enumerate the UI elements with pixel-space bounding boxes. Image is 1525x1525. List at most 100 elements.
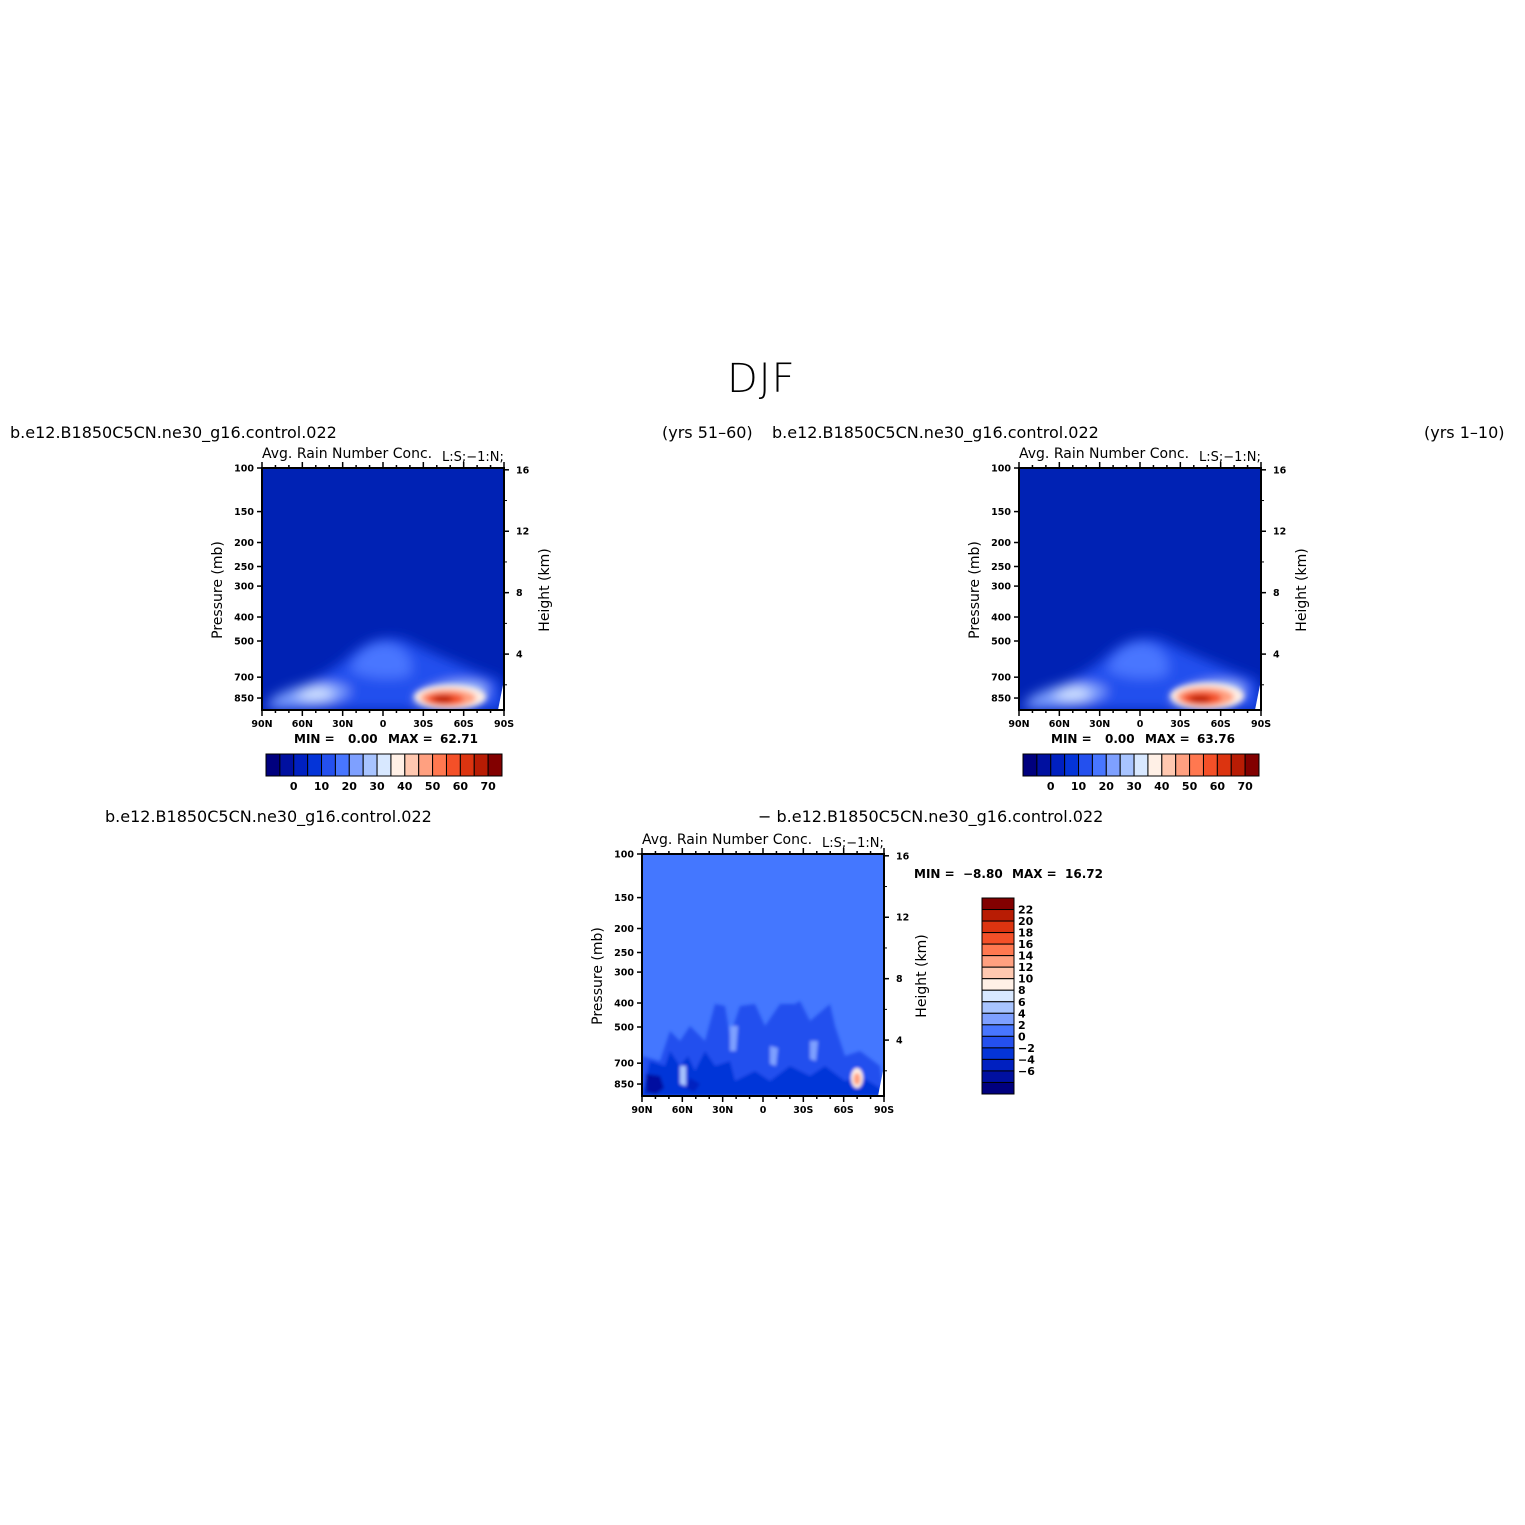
panel1-colorbar: 0 10 20 30 40 50 60 70 xyxy=(265,753,503,793)
panel2-min-label: MIN = xyxy=(1051,732,1092,746)
colorbar-swatch xyxy=(390,753,406,777)
colorbar-swatch xyxy=(1161,753,1177,777)
y-tick-label: 150 xyxy=(614,893,634,904)
colorbar-swatch xyxy=(981,989,1015,1003)
colorbar-tick-label: 10 xyxy=(1071,780,1087,793)
colorbar-swatch xyxy=(418,753,434,777)
x-tick-label: 30N xyxy=(712,1105,733,1116)
colorbar-swatch xyxy=(404,753,420,777)
y-tick-label: 300 xyxy=(614,968,634,979)
y-tick-label: 500 xyxy=(614,1023,634,1034)
colorbar-swatch xyxy=(334,753,350,777)
panel2-units-label: L:S;−1:N; xyxy=(1199,450,1261,465)
panel2-southern-maximum xyxy=(1170,683,1244,709)
colorbar-swatch xyxy=(981,932,1015,945)
panel3-y2-ticks: 16 12 8 4 xyxy=(884,851,910,1072)
colorbar-swatch xyxy=(981,897,1015,911)
y-tick-label: 500 xyxy=(991,637,1011,648)
colorbar-swatch xyxy=(1036,753,1052,777)
colorbar-swatch xyxy=(981,1081,1015,1095)
x-tick-label: 30S xyxy=(793,1105,813,1116)
colorbar-tick-label: 70 xyxy=(480,780,496,793)
colorbar-tick-label: 12 xyxy=(1018,961,1033,974)
panel1-variable-title: Avg. Rain Number Conc. xyxy=(262,446,432,462)
colorbar-tick-label: 0 xyxy=(1018,1030,1026,1043)
y-tick-label: 400 xyxy=(991,613,1011,624)
colorbar-swatch xyxy=(293,753,309,777)
colorbar-swatch xyxy=(1216,753,1232,777)
panel3-variable-title: Avg. Rain Number Conc. xyxy=(642,832,812,848)
colorbar-swatch xyxy=(307,753,323,777)
y2-tick-label: 4 xyxy=(1273,650,1280,661)
y-tick-label: 100 xyxy=(991,464,1011,475)
colorbar-swatch xyxy=(487,753,503,777)
colorbar-tick-label: 10 xyxy=(1018,973,1034,986)
y2-tick-label: 8 xyxy=(1273,588,1280,599)
panel2-y-ticks: 100 150 200 250 300 400 500 700 850 xyxy=(991,464,1019,705)
colorbar-tick-label: 50 xyxy=(1182,780,1198,793)
colorbar-tick-label: 18 xyxy=(1018,927,1033,940)
colorbar-swatch xyxy=(981,1058,1015,1072)
x-tick-label: 30S xyxy=(413,719,433,730)
colorbar-tick-label: 40 xyxy=(1154,780,1170,793)
colorbar-swatch xyxy=(265,753,281,777)
y2-tick-label: 8 xyxy=(516,588,523,599)
panel3-case-diff-label: − b.e12.B1850C5CN.ne30_g16.control.022 xyxy=(758,807,1104,826)
colorbar-tick-label: 22 xyxy=(1018,904,1033,917)
y-tick-label: 300 xyxy=(991,582,1011,593)
x-tick-label: 90S xyxy=(494,719,514,730)
panel1-units-label: L:S;−1:N; xyxy=(442,450,504,465)
colorbar-swatch xyxy=(1244,753,1260,777)
colorbar-swatch xyxy=(1050,753,1066,777)
y2-tick-label: 4 xyxy=(516,650,523,661)
y-tick-label: 400 xyxy=(234,613,254,624)
colorbar-swatch xyxy=(279,753,295,777)
colorbar-swatch xyxy=(981,1012,1015,1026)
y-tick-label: 200 xyxy=(614,924,634,935)
y2-tick-label: 12 xyxy=(896,913,909,924)
y-tick-label: 250 xyxy=(234,562,254,573)
colorbar-swatch xyxy=(459,753,475,777)
x-tick-label: 90S xyxy=(1251,719,1271,730)
colorbar-tick-label: 4 xyxy=(1018,1007,1026,1020)
colorbar-swatch xyxy=(981,909,1015,922)
panel3-case-label: b.e12.B1850C5CN.ne30_g16.control.022 xyxy=(105,807,432,826)
x-tick-label: 60S xyxy=(454,719,474,730)
colorbar-tick-label: 20 xyxy=(342,780,358,793)
panel1-y2label: Height (km) xyxy=(537,548,553,631)
x-tick-label: 90N xyxy=(631,1105,652,1116)
panel2-chart: Avg. Rain Number Conc. L:S;−1:N; 1001502… xyxy=(967,446,1310,793)
panel2-case-label: b.e12.B1850C5CN.ne30_g16.control.022 xyxy=(772,423,1099,442)
colorbar-swatch xyxy=(1147,753,1163,777)
colorbar-tick-label: 30 xyxy=(369,780,385,793)
colorbar-tick-label: 30 xyxy=(1126,780,1142,793)
panel2-y2-ticks: 16 12 8 4 xyxy=(1261,465,1287,686)
colorbar-tick-label: 20 xyxy=(1018,915,1034,928)
y-tick-label: 850 xyxy=(614,1080,634,1091)
colorbar-tick-label: 60 xyxy=(453,780,469,793)
x-tick-label: 90N xyxy=(1008,719,1029,730)
panel2-x-ticks: 90N 60N 30N 0 30S 60S 90S xyxy=(1008,462,1271,730)
colorbar-swatch xyxy=(1078,753,1093,777)
y-tick-label: 300 xyxy=(234,582,254,593)
colorbar-tick-label: 70 xyxy=(1237,780,1253,793)
panel3-ylabel: Pressure (mb) xyxy=(590,927,606,1025)
colorbar-swatch xyxy=(362,753,378,777)
colorbar-tick-label: 20 xyxy=(1099,780,1115,793)
y-tick-label: 250 xyxy=(614,948,634,959)
y2-tick-label: 16 xyxy=(516,465,530,476)
y-tick-label: 250 xyxy=(991,562,1011,573)
colorbar-tick-label: 0 xyxy=(290,780,298,793)
x-tick-label: 30S xyxy=(1170,719,1190,730)
x-tick-label: 0 xyxy=(380,719,387,730)
panel1-max-value: 62.71 xyxy=(440,732,478,746)
panel1-southern-maximum xyxy=(414,685,486,709)
colorbar-swatch xyxy=(1119,753,1135,777)
y-tick-label: 850 xyxy=(991,694,1011,705)
panel3-min-value: −8.80 xyxy=(963,867,1003,881)
panel3-y2label: Height (km) xyxy=(914,934,930,1017)
x-tick-label: 30N xyxy=(332,719,353,730)
colorbar-tick-label: −2 xyxy=(1018,1042,1035,1055)
panel3-max-label: MAX = xyxy=(1012,867,1057,881)
panel2-colorbar: 0 10 20 30 40 50 60 70 xyxy=(1022,753,1260,793)
